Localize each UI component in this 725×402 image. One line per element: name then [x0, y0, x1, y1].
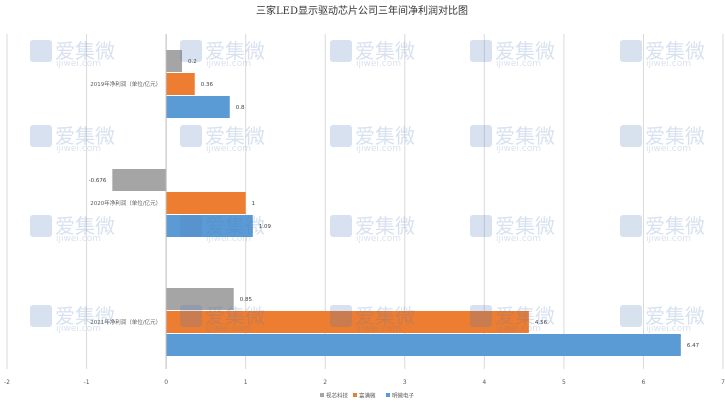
bar: [166, 96, 230, 118]
category-label: 2020年净利润（单位/亿元）: [90, 199, 161, 207]
x-tick-label: 5: [562, 379, 566, 386]
legend-label: 明微电子: [392, 392, 415, 400]
x-tick-label: 3: [403, 379, 407, 386]
data-label: -0.676: [89, 178, 107, 184]
x-tick-label: 4: [482, 379, 486, 386]
bar: [112, 169, 167, 191]
category-label: 2021年净利润（单位/亿元）: [90, 318, 161, 326]
data-label: 4.56: [535, 320, 548, 326]
bar: [166, 73, 195, 95]
x-tick-label: -2: [4, 379, 10, 386]
data-label: 0.2: [188, 59, 197, 65]
data-label: 6.47: [687, 343, 700, 349]
data-label: 0.36: [201, 82, 214, 88]
x-tick-label: -1: [84, 379, 90, 386]
legend-label: 富满微: [359, 392, 376, 400]
legend-label: 视芯科技: [326, 392, 349, 400]
bar: [166, 192, 246, 214]
x-tick-label: 2: [323, 379, 327, 386]
x-tick-label: 0: [164, 379, 168, 386]
data-label: 0.85: [240, 297, 253, 303]
data-label: 0.8: [236, 105, 245, 111]
bar: [166, 50, 183, 72]
bar: [166, 334, 681, 356]
category-label: 2019年净利润（单位/亿元）: [90, 80, 161, 88]
x-tick-label: 6: [642, 379, 646, 386]
bar: [166, 288, 234, 310]
data-label: 1: [252, 201, 256, 207]
data-label: 1.09: [259, 224, 272, 230]
legend-swatch: [386, 393, 390, 397]
legend-swatch: [320, 393, 324, 397]
x-tick-label: 7: [721, 379, 725, 386]
chart-title: 三家LED显示驱动芯片公司三年间净利润对比图: [256, 4, 468, 17]
bar: [166, 311, 529, 333]
bar: [166, 215, 253, 237]
legend-swatch: [353, 393, 357, 397]
x-tick-label: 1: [244, 379, 248, 386]
